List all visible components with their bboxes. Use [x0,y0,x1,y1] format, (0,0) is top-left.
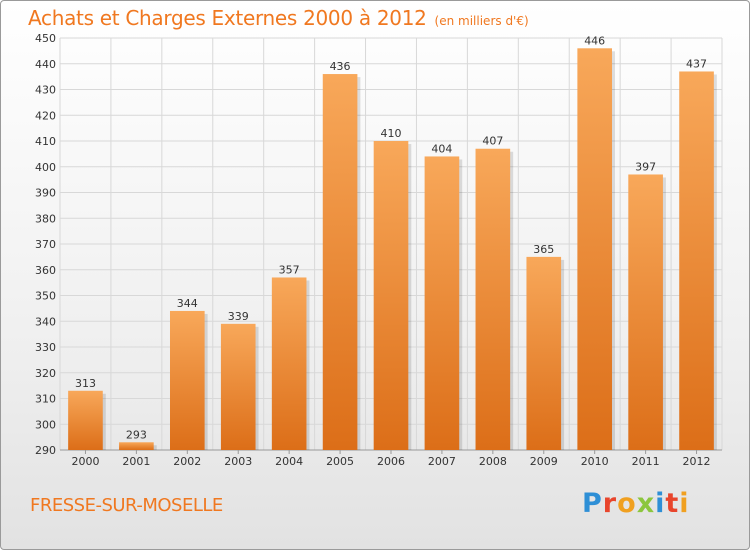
bar-2011 [628,174,663,450]
y-tick-label: 410 [35,135,56,148]
data-label: 344 [177,297,198,310]
bar-2009 [526,256,562,450]
chart-title: Achats et Charges Externes 2000 à 2012 (e… [28,6,529,30]
chart-unit-label: (en milliers d'€) [434,14,529,28]
x-tick-labels: 2000 2001 2002 2003 2004 2005 2006 2007 2008 2009… [71,455,710,468]
logo-letter: r [602,488,618,519]
bar-2000 [68,390,103,450]
x-tick-label: 2004 [275,455,303,468]
bar-2004 [271,277,307,450]
bar-2005 [322,74,358,451]
data-label: 404 [431,142,452,155]
y-tick-label: 400 [35,161,56,174]
data-label: 357 [279,263,300,276]
y-tick-label: 360 [35,264,56,277]
logo-letter: i [655,488,666,519]
logo-letter: t [665,488,680,519]
bar-2012 [679,71,714,450]
y-tick-label: 350 [35,290,56,303]
y-tick-label: 330 [35,341,56,354]
bar-2002 [169,310,205,450]
bar-2008 [475,148,511,450]
y-tick-label: 300 [35,418,56,431]
logo-letter: i [679,488,690,519]
x-tick-label: 2011 [632,455,660,468]
y-tick-label: 380 [35,212,56,225]
bar-2010 [577,48,613,451]
x-tick-label: 2001 [122,455,150,468]
data-label: 397 [635,160,656,173]
proxiti-logo: Proxiti [582,488,690,519]
data-label: 437 [686,57,707,70]
x-tick-label: 2008 [479,455,507,468]
logo-letter: x [636,488,656,519]
data-label: 293 [126,428,147,441]
x-tick-label: 2007 [428,455,456,468]
y-tick-label: 340 [35,315,56,328]
x-tick-label: 2005 [326,455,354,468]
x-tick-label: 2000 [71,455,99,468]
bar-2001 [119,442,154,450]
location-name: FRESSE-SUR-MOSELLE [30,495,223,516]
data-label: 365 [533,243,554,256]
x-tick-label: 2003 [224,455,252,468]
y-tick-label: 390 [35,187,56,200]
axes [60,449,722,454]
data-labels: 313 293 344 339 357 436 410 404 407 365 446 397 437 [75,34,707,441]
y-tick-label: 290 [35,444,56,457]
y-tick-label: 420 [35,109,56,122]
x-tick-label: 2012 [683,455,711,468]
y-tick-label: 430 [35,84,56,97]
bar-2006 [373,141,409,450]
y-tick-label: 450 [35,32,56,45]
logo-letter: P [582,488,603,519]
data-label: 446 [584,34,605,47]
y-tick-label: 440 [35,58,56,71]
x-tick-label: 2009 [530,455,558,468]
bar-2003 [220,323,256,450]
data-label: 313 [75,377,96,390]
x-tick-label: 2006 [377,455,405,468]
data-label: 407 [482,135,503,148]
data-label: 410 [381,127,402,140]
data-label: 436 [330,60,351,73]
x-tick-label: 2002 [173,455,201,468]
logo-letter: o [617,488,637,519]
y-tick-labels: 290 300 310 320 330 340 350 360 370 380 390 400 410 4… [35,32,56,457]
bars [68,48,717,451]
y-tick-label: 370 [35,238,56,251]
data-label: 339 [228,310,249,323]
bar-2007 [424,156,460,450]
y-tick-label: 310 [35,393,56,406]
chart-title-text: Achats et Charges Externes 2000 à 2012 [28,6,427,30]
x-tick-label: 2010 [581,455,609,468]
y-tick-label: 320 [35,367,56,380]
